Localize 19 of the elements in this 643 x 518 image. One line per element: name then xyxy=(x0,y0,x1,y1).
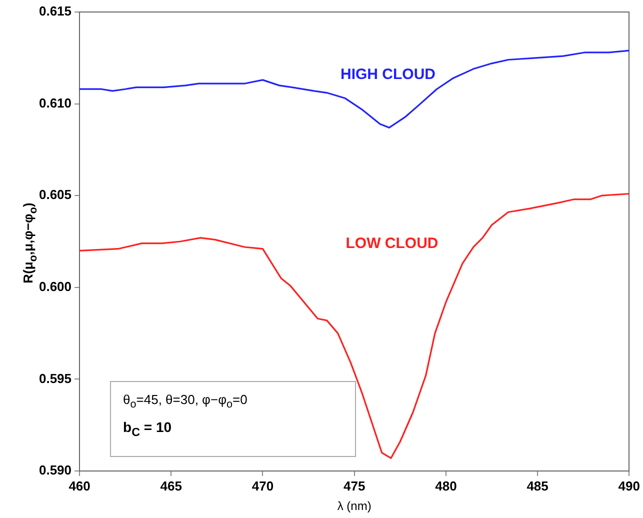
annotation: θ$_{o}$=45, θ=30, φ−φ$_{o}$=0 xyxy=(123,392,248,411)
y-tick-label: 0.600 xyxy=(38,278,72,294)
x-tick-label: 480 xyxy=(435,478,457,494)
series-label: HIGH CLOUD xyxy=(340,66,436,84)
x-tick-label: 490 xyxy=(618,478,640,494)
y-tick-label: 0.615 xyxy=(38,4,72,19)
x-axis-title: λ (nm) xyxy=(337,499,372,514)
x-tick-label: 485 xyxy=(526,478,548,494)
annotation: b$_{C}$ = 10 xyxy=(123,418,173,438)
y-tick-label: 0.595 xyxy=(38,370,72,386)
x-tick-label: 475 xyxy=(343,478,366,494)
y-tick-label: 0.605 xyxy=(38,187,72,202)
x-tick-label: 470 xyxy=(252,478,274,494)
x-tick-label: 460 xyxy=(68,478,90,494)
series-label: LOW CLOUD xyxy=(346,235,438,252)
note-box: θ$_{o}$=45, θ=30, φ−φ$_{o}$=0 b$_{C}$ = 10 xyxy=(110,381,356,457)
y-tick-label: 0.590 xyxy=(38,462,72,478)
y-tick-label: 0.610 xyxy=(38,95,72,110)
x-tick-label: 465 xyxy=(160,478,182,494)
